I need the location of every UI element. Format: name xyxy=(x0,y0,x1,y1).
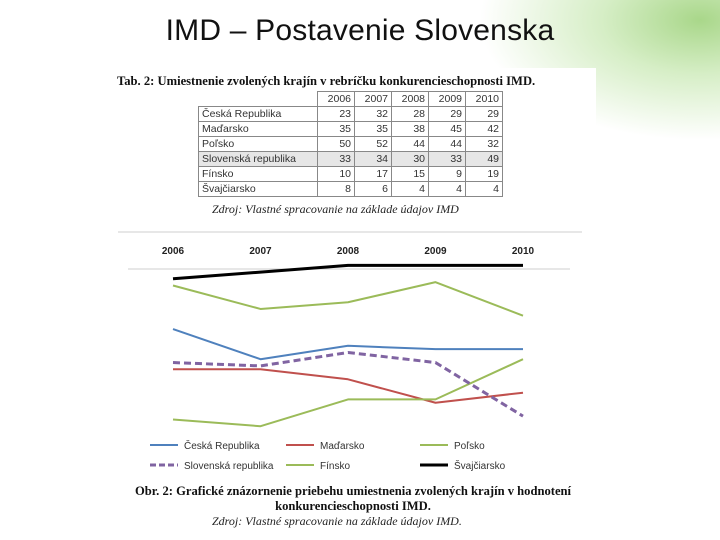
figure-source: Zdroj: Vlastné spracovanie na základe úd… xyxy=(212,514,462,528)
table-row: Fínsko 10 17 15 9 19 xyxy=(198,166,503,182)
country-cell: Fínsko xyxy=(198,166,318,182)
rank-cell: 34 xyxy=(354,151,392,167)
year-header: 2010 xyxy=(465,91,503,107)
rank-cell: 4 xyxy=(391,181,429,197)
country-cell: Slovenská republika xyxy=(198,151,318,167)
rank-cell: 28 xyxy=(391,106,429,122)
rank-cell: 29 xyxy=(465,106,503,122)
legend-label: Slovenská republika xyxy=(184,461,274,472)
rank-cell: 4 xyxy=(465,181,503,197)
series-line xyxy=(173,368,524,404)
rank-cell: 44 xyxy=(391,136,429,152)
ranking-line-chart: 2006 2007 2008 2009 2010 Česká Republika Maďa… xyxy=(118,231,582,472)
legend-label: Maďarsko xyxy=(320,441,365,452)
table-header-row: 2006 2007 2008 2009 2010 xyxy=(198,91,503,107)
table-row: Poľsko 50 52 44 44 32 xyxy=(198,136,503,152)
series-line xyxy=(172,263,523,281)
figure-caption-line-2: konkurencieschopnosti IMD. xyxy=(275,499,431,513)
rank-cell: 32 xyxy=(354,106,392,122)
series-line xyxy=(172,328,523,361)
x-tick-label: 2010 xyxy=(512,246,535,257)
x-tick-label: 2008 xyxy=(337,246,360,257)
rank-cell: 4 xyxy=(428,181,466,197)
country-cell: Poľsko xyxy=(198,136,318,152)
rank-cell: 17 xyxy=(354,166,392,182)
country-cell: Maďarsko xyxy=(198,121,318,137)
rank-cell: 38 xyxy=(391,121,429,137)
series-line xyxy=(172,281,524,317)
rank-cell: 8 xyxy=(317,181,355,197)
figure-caption-line-1: Obr. 2: Grafické znázornenie priebehu um… xyxy=(134,484,572,498)
table-row: Česká Republika 23 32 28 29 29 xyxy=(198,106,503,122)
x-tick-label: 2006 xyxy=(162,246,185,257)
rank-cell: 33 xyxy=(317,151,355,167)
legend-label: Švajčiarsko xyxy=(454,459,506,472)
rank-cell: 29 xyxy=(428,106,466,122)
rank-cell: 33 xyxy=(428,151,466,167)
table-row: Maďarsko 35 35 38 45 42 xyxy=(198,121,503,137)
legend-label: Česká Republika xyxy=(184,439,260,452)
rank-cell: 35 xyxy=(354,121,392,137)
series-line xyxy=(172,358,524,428)
figure-caption: Obr. 2: Grafické znázornenie priebehu um… xyxy=(118,484,588,514)
x-tick-label: 2007 xyxy=(249,246,272,257)
rank-cell: 44 xyxy=(428,136,466,152)
table-corner-cell xyxy=(198,91,318,107)
rank-cell: 23 xyxy=(317,106,355,122)
rank-cell: 42 xyxy=(465,121,503,137)
legend-label: Fínsko xyxy=(320,461,350,472)
rank-cell: 10 xyxy=(317,166,355,182)
year-header: 2006 xyxy=(317,91,355,107)
rank-cell: 49 xyxy=(465,151,503,167)
year-header: 2007 xyxy=(354,91,392,107)
rank-cell: 30 xyxy=(391,151,429,167)
country-cell: Česká Republika xyxy=(198,106,318,122)
rank-cell: 9 xyxy=(428,166,466,182)
rank-cell: 45 xyxy=(428,121,466,137)
table-row: Slovenská republika 33 34 30 33 49 xyxy=(198,151,503,167)
year-header: 2008 xyxy=(391,91,429,107)
table-caption: Tab. 2: Umiestnenie zvolených krajín v r… xyxy=(117,74,536,88)
rank-cell: 6 xyxy=(354,181,392,197)
table-row: Švajčiarsko 8 6 4 4 4 xyxy=(198,181,503,197)
series-line xyxy=(172,351,524,418)
rank-cell: 32 xyxy=(465,136,503,152)
rank-cell: 35 xyxy=(317,121,355,137)
country-cell: Švajčiarsko xyxy=(198,181,318,197)
rank-cell: 19 xyxy=(465,166,503,182)
rank-cell: 15 xyxy=(391,166,429,182)
ranking-table: 2006 2007 2008 2009 2010 Česká Republika… xyxy=(198,91,503,197)
slide-title: IMD – Postavenie Slovenska xyxy=(165,14,555,47)
rank-cell: 52 xyxy=(354,136,392,152)
year-header: 2009 xyxy=(428,91,466,107)
rank-cell: 50 xyxy=(317,136,355,152)
table-source: Zdroj: Vlastné spracovanie na základe úd… xyxy=(212,202,459,216)
x-tick-label: 2009 xyxy=(424,246,447,257)
legend-label: Poľsko xyxy=(454,441,485,452)
